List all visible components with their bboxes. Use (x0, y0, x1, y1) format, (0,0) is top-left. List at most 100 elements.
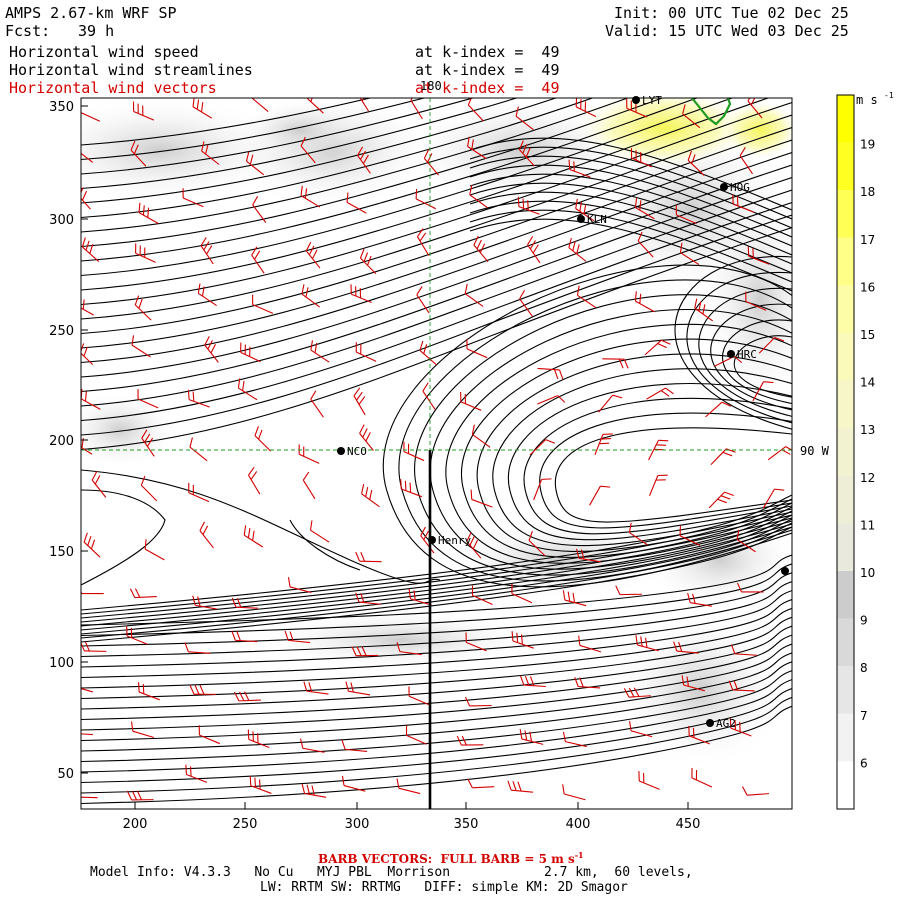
wind-barb (568, 159, 591, 178)
wind-barb (466, 339, 488, 359)
colorbar-level-label: 17 (860, 233, 875, 247)
wind-barb (126, 790, 154, 801)
wind-barb (562, 731, 587, 748)
station-label: AG2 (716, 717, 736, 730)
wind-barb (634, 291, 655, 313)
wind-barb (416, 286, 430, 314)
streamline (698, 287, 792, 417)
colorbar-segment (837, 142, 854, 191)
station-unnamed (781, 567, 789, 575)
wind-barb (197, 283, 217, 307)
wind-barb (752, 381, 774, 402)
wind-barb (736, 529, 756, 553)
y-tick-label: 100 (49, 656, 74, 671)
wind-barb (687, 593, 712, 607)
station-nco: NCO (337, 445, 367, 458)
streamline (81, 625, 792, 710)
wind-barb (730, 644, 757, 656)
colorbar-segment (837, 333, 854, 381)
wind-barb (681, 675, 706, 692)
wind-barb (732, 194, 754, 213)
wind-barb (594, 433, 613, 456)
streamline (81, 98, 595, 219)
wind-barb (410, 98, 423, 120)
streamline (81, 98, 664, 248)
barb-vectors-note: BARB VECTORS: FULL BARB = 5 m s-1 (318, 850, 584, 866)
streamline (507, 383, 792, 541)
wind-barb (237, 378, 258, 401)
physics-line: LW: RRTM SW: RRTMG DIFF: simple KM: 2D S… (260, 880, 628, 895)
wind-barb (511, 583, 533, 604)
streamline (81, 670, 792, 763)
meridian-label: 180 (420, 79, 442, 93)
wind-barb (465, 632, 487, 652)
streamline (81, 510, 792, 627)
wind-barb (231, 630, 258, 643)
wind-barb (245, 151, 265, 176)
x-axis: 200 250 300 350 400 450 (123, 802, 700, 832)
wind-barb (626, 98, 648, 118)
streamline (469, 137, 792, 211)
wind-barb (254, 426, 272, 452)
streamline (445, 323, 792, 564)
streamline (81, 581, 792, 658)
colorbar-level-label: 7 (860, 709, 868, 723)
wind-barb (471, 424, 491, 448)
wind-barb (634, 197, 655, 220)
wind-barb (638, 771, 660, 790)
streamline (81, 151, 792, 364)
colorbar-level-label: 6 (860, 756, 868, 770)
wind-barb (355, 592, 381, 605)
colorbar-segment (837, 713, 854, 762)
streamline (81, 498, 792, 615)
wind-barb (130, 140, 147, 167)
wind-barb (470, 489, 493, 508)
streamline (81, 494, 792, 611)
wind-barb (533, 478, 552, 501)
wind-barb (302, 471, 316, 500)
wind-barb (694, 298, 714, 322)
streamline (81, 201, 792, 422)
wind-barb (710, 448, 736, 465)
wind-barb (252, 196, 267, 223)
wind-barb (140, 475, 158, 502)
streamline (81, 526, 792, 643)
wind-barb (574, 677, 601, 689)
x-tick-label: 350 (454, 817, 479, 832)
streamline (81, 679, 792, 773)
streamline (81, 98, 734, 277)
field-3-name: Horizontal wind vectors (9, 79, 217, 97)
wind-barb (471, 585, 493, 606)
forecast-label: Fcst: (5, 22, 51, 40)
station-hog: HOG (720, 181, 750, 194)
wind-barb (91, 471, 107, 498)
wind-barb (688, 725, 710, 745)
streamline (539, 412, 792, 529)
colorbar-unit: m s (856, 93, 878, 107)
station-marker (428, 536, 436, 544)
wind-barb (201, 141, 220, 165)
streamline (81, 590, 792, 668)
streamline (469, 191, 792, 265)
wind-barb (518, 140, 535, 167)
wind-barb (234, 691, 261, 702)
wind-barb (473, 235, 489, 263)
wind-barb (182, 188, 204, 208)
wind-barb (644, 339, 671, 356)
streamline (81, 705, 792, 805)
streamline (469, 173, 792, 247)
wind-barb (405, 725, 427, 745)
wind-barb (422, 382, 436, 410)
streamline (81, 607, 792, 689)
wind-barb (184, 642, 211, 654)
wind-barb (135, 243, 156, 263)
parallel-label: 90 W (800, 444, 830, 458)
y-tick-label: 250 (49, 324, 74, 339)
colorbar-level-label: 14 (860, 376, 875, 390)
wind-barb (284, 630, 311, 644)
field-1-level: at k-index = 49 (415, 43, 560, 61)
colorbar-segment (837, 618, 854, 667)
streamline (81, 98, 699, 262)
wind-barb (714, 355, 743, 367)
